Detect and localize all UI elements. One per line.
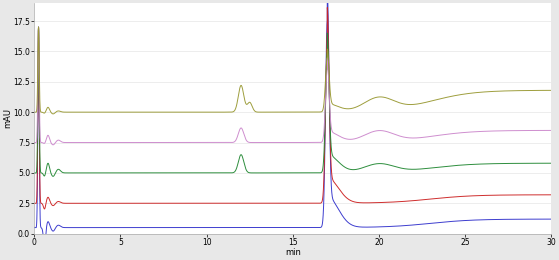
- X-axis label: min: min: [285, 248, 301, 257]
- Y-axis label: mAU: mAU: [3, 108, 12, 128]
